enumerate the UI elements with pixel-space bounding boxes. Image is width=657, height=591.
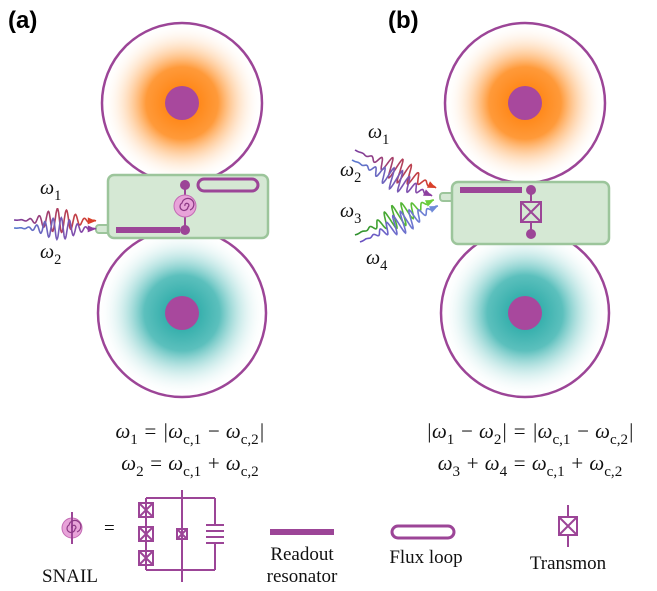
wave-arrow [88, 217, 96, 224]
text-run: ω [40, 241, 54, 263]
pin [165, 296, 199, 330]
legend-label: resonator [267, 566, 338, 587]
subscript: 1 [382, 132, 389, 148]
panel-label: (b) [388, 7, 419, 34]
frequency-label: ω2 [40, 241, 61, 268]
frequency-label: ω1 [368, 121, 389, 148]
equation: ω1 = |ωc,1 − ωc,2| [115, 419, 264, 448]
wave-arrow [427, 181, 436, 188]
frequency-label: ω3 [340, 200, 361, 227]
subscript: 2 [354, 170, 361, 186]
text-run: |ω [426, 419, 447, 443]
text-run: | [628, 419, 634, 443]
legend-label: Readout [270, 544, 334, 565]
pin [165, 86, 199, 120]
pin [508, 86, 542, 120]
subscript: c,1 [183, 464, 201, 480]
wave-arrow [425, 200, 434, 207]
wave-arrow [88, 225, 96, 232]
subscript: c,1 [547, 464, 565, 480]
text-run: ω [115, 419, 130, 443]
subscript: c,2 [241, 464, 259, 480]
figure: (a) (b) SNAIL = Readout resonator Flux l… [0, 0, 657, 591]
panel-b [440, 23, 609, 397]
text-run: − ω [454, 419, 494, 443]
text-run: ω [438, 451, 453, 475]
frequency-label: ω4 [366, 247, 387, 274]
legend-label: Transmon [530, 553, 607, 574]
panel-a [96, 23, 268, 397]
wave [360, 206, 438, 242]
node [180, 180, 190, 190]
subscript: c,1 [183, 432, 201, 448]
text-run: + ω [460, 451, 500, 475]
equation: ω2 = ωc,1 + ωc,2 [121, 451, 258, 480]
subscript: 3 [354, 211, 361, 227]
text-run: + ω [201, 451, 241, 475]
text-run: ω [366, 247, 380, 269]
text-run: ω [121, 451, 136, 475]
node [526, 229, 536, 239]
subscript: 4 [380, 258, 387, 274]
text-run: ω [340, 159, 354, 181]
subscript: c,1 [552, 432, 570, 448]
text-run: = ω [507, 451, 547, 475]
legend-label: SNAIL [42, 566, 98, 587]
text-run: = ω [144, 451, 184, 475]
subscript: c,2 [241, 432, 259, 448]
text-run: + ω [565, 451, 605, 475]
legend-label: Flux loop [389, 547, 462, 568]
readout [460, 187, 522, 193]
pin [508, 296, 542, 330]
equals: = [104, 518, 115, 539]
text-run: = |ω [138, 419, 183, 443]
readout-icon [270, 529, 334, 535]
panel-label: (a) [8, 7, 37, 34]
node [526, 185, 536, 195]
equation: |ω1 − ω2| = |ωc,1 − ωc,2| [426, 419, 634, 448]
node [180, 225, 190, 235]
subscript: 2 [136, 464, 144, 480]
subscript: 1 [54, 188, 61, 204]
wave [355, 150, 436, 188]
subscript: 1 [130, 432, 138, 448]
readout [116, 227, 180, 233]
frequency-label: ω1 [40, 177, 61, 204]
text-run: − ω [571, 419, 611, 443]
flux-icon [392, 526, 454, 538]
text-run: | [259, 419, 265, 443]
subscript: c,2 [604, 464, 622, 480]
text-run: − ω [201, 419, 241, 443]
text-run: ω [368, 121, 382, 143]
text-run: | = |ω [501, 419, 552, 443]
subscript: 2 [494, 432, 502, 448]
equation: ω3 + ω4 = ωc,1 + ωc,2 [438, 451, 623, 480]
text-run: ω [340, 200, 354, 222]
subscript: c,2 [610, 432, 628, 448]
subscript: 1 [447, 432, 455, 448]
text-run: ω [40, 177, 54, 199]
subscript: 3 [453, 464, 461, 480]
subscript: 2 [54, 252, 61, 268]
